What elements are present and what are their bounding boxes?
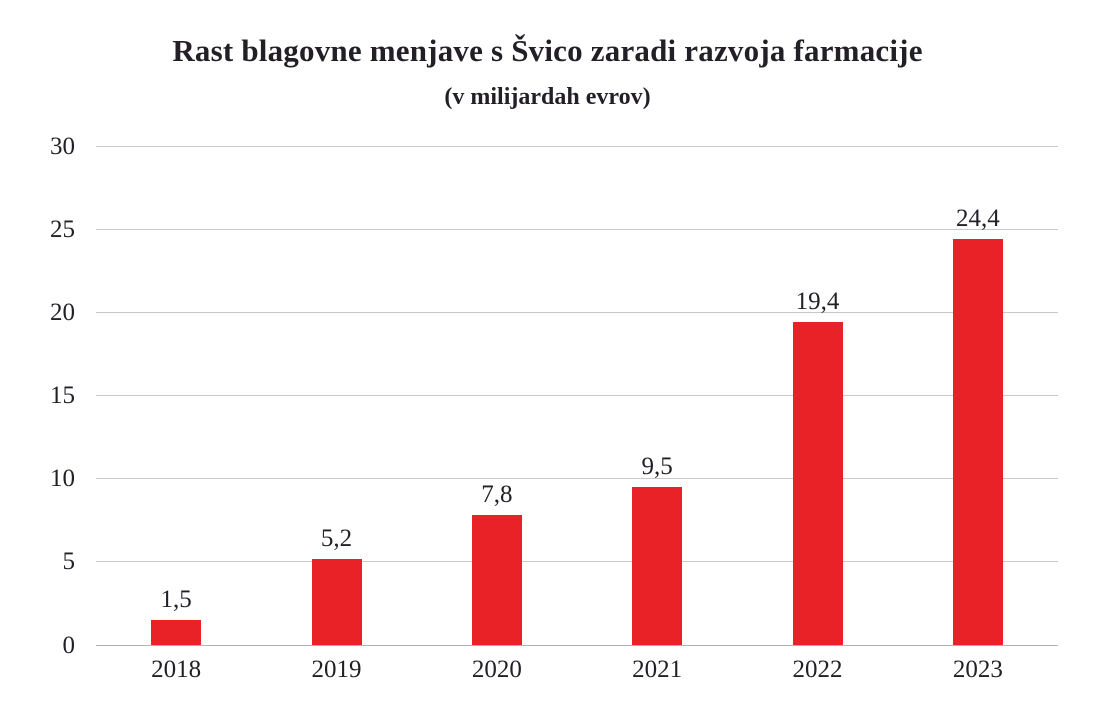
x-axis-baseline — [96, 644, 1058, 646]
y-tick-label: 15 — [50, 382, 75, 409]
chart-title: Rast blagovne menjave s Švico zaradi raz… — [172, 33, 923, 68]
bar-2023 — [952, 239, 1003, 645]
bar-value-label: 5,2 — [320, 524, 353, 552]
gridline — [96, 478, 1058, 480]
x-tick-label: 2021 — [632, 656, 683, 683]
bar-value-label: 24,4 — [955, 205, 1000, 233]
gridline — [96, 145, 1058, 147]
bar-value-label: 1,5 — [160, 586, 192, 614]
y-tick-label: 5 — [62, 548, 76, 576]
bar-value-label: 9,5 — [641, 452, 673, 480]
x-tick-label: 2022 — [792, 656, 843, 683]
x-tick-label: 2020 — [471, 656, 522, 683]
y-tick-label: 30 — [50, 132, 75, 160]
chart-subtitle: (v milijardah evrov) — [444, 84, 651, 110]
gridline — [96, 311, 1058, 313]
bar-2021 — [632, 486, 683, 645]
y-tick-label: 0 — [62, 631, 76, 659]
y-tick-label: 25 — [50, 215, 75, 243]
y-tick-label: 20 — [50, 298, 75, 326]
x-tick-label: 2019 — [311, 656, 362, 683]
x-tick-label: 2023 — [952, 656, 1003, 683]
bar-value-label: 7,8 — [481, 481, 513, 509]
gridline — [96, 561, 1058, 563]
bar-2022 — [792, 322, 843, 645]
bar-2019 — [311, 558, 362, 645]
bar-2020 — [471, 515, 522, 645]
bar-value-label: 19,4 — [795, 288, 840, 316]
x-tick-label: 2018 — [151, 656, 202, 683]
bar-2018 — [151, 620, 202, 645]
gridline — [96, 395, 1058, 396]
y-tick-label: 10 — [50, 465, 75, 493]
gridline — [96, 228, 1058, 230]
